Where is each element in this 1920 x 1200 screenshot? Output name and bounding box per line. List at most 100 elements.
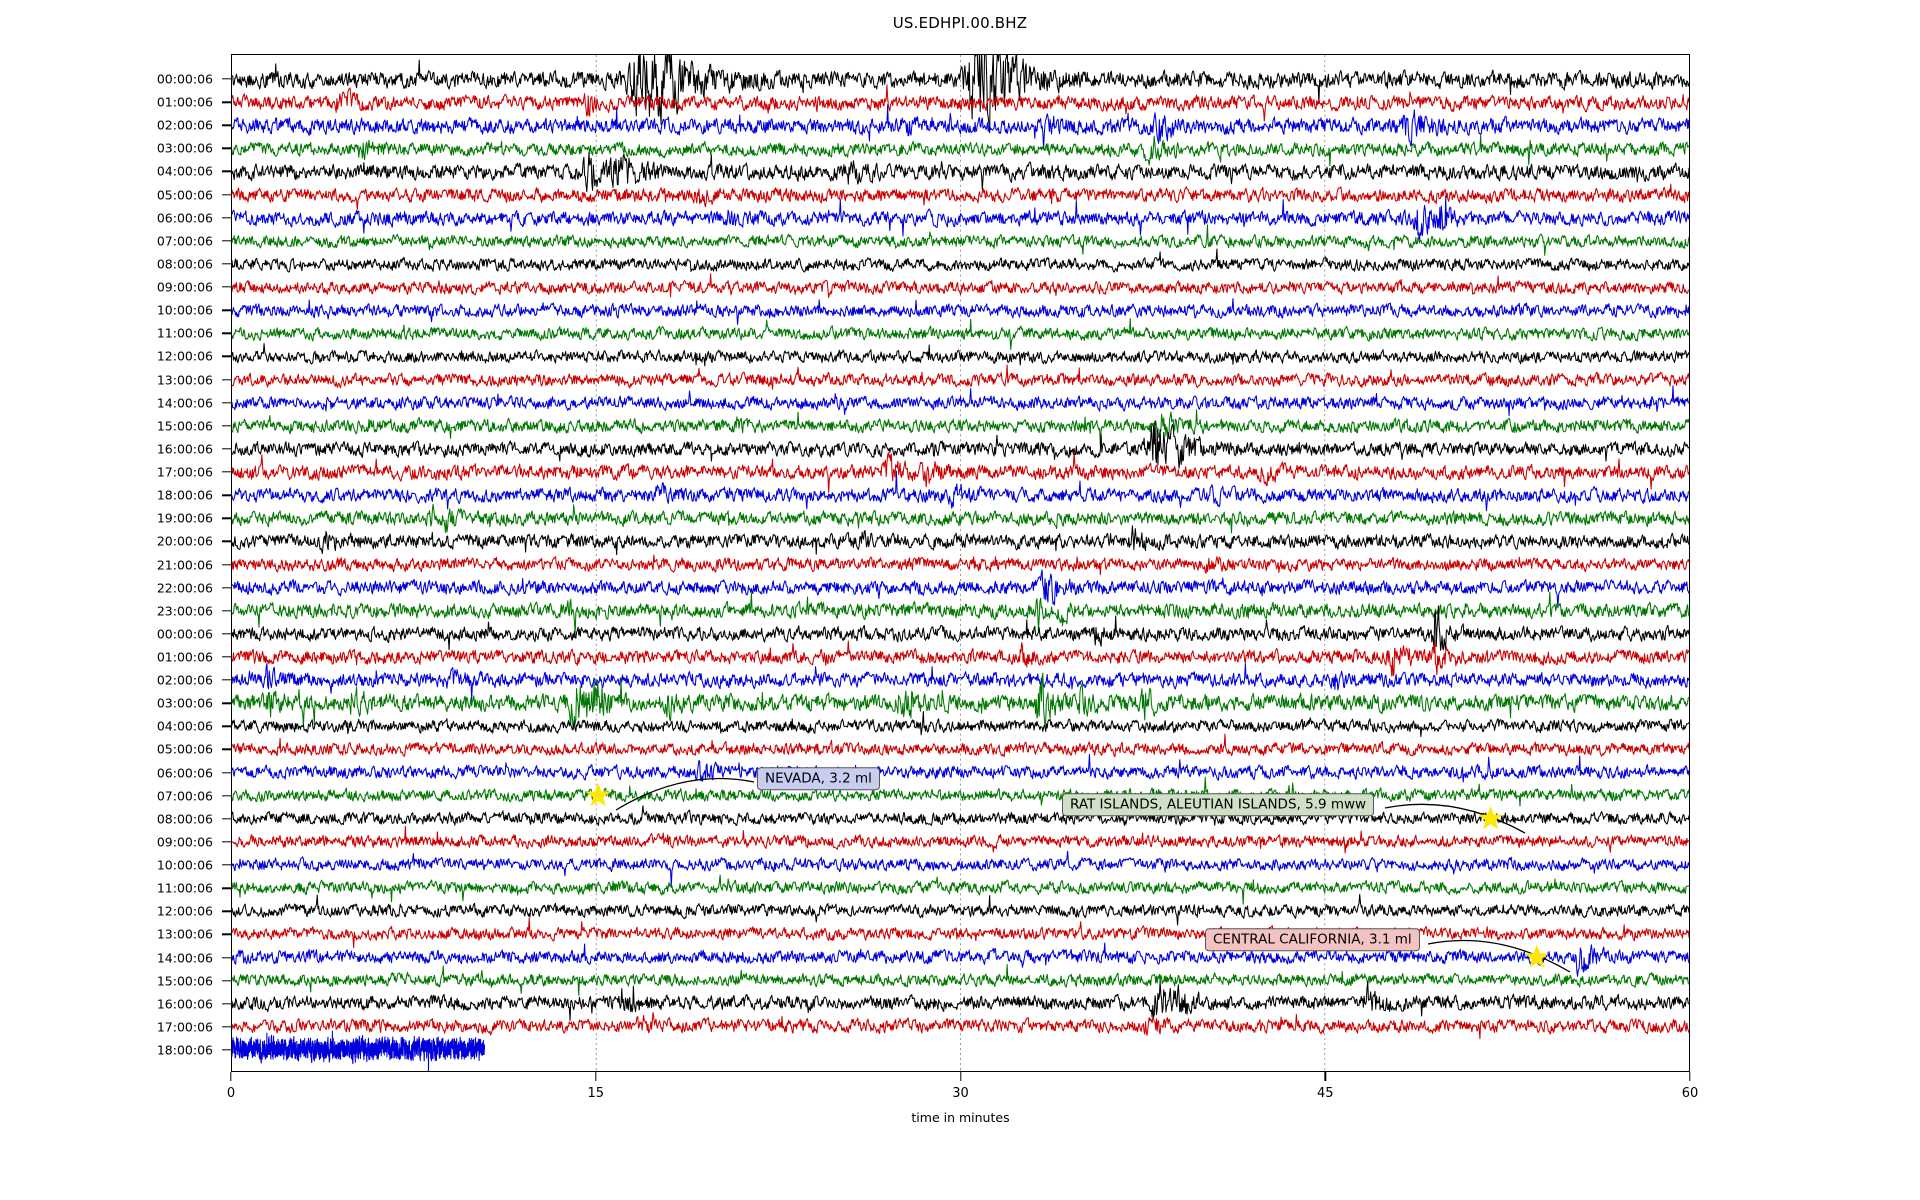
trace-line xyxy=(232,1011,1689,1040)
trace-line xyxy=(232,503,1689,534)
y-tick-label: 01:00:06 xyxy=(156,94,213,110)
trace-line xyxy=(232,364,1689,390)
trace-line xyxy=(232,104,1689,150)
event-label-box[interactable]: NEVADA, 3.2 ml xyxy=(757,767,880,791)
trace-line xyxy=(232,639,1689,677)
y-tick-mark xyxy=(222,633,231,635)
x-tick-label: 45 xyxy=(1316,1086,1334,1101)
trace-line xyxy=(232,183,1689,210)
trace-line xyxy=(232,591,1689,635)
y-tick-mark xyxy=(222,78,231,80)
y-tick-label: 03:00:06 xyxy=(156,140,213,156)
trace-line xyxy=(232,554,1689,576)
trace-line xyxy=(232,84,1689,122)
y-tick-label: 05:00:06 xyxy=(156,187,213,203)
y-tick-mark xyxy=(222,332,231,334)
x-tick-mark xyxy=(1324,1072,1326,1081)
y-tick-label: 13:00:06 xyxy=(156,926,213,942)
event-label-box[interactable]: CENTRAL CALIFORNIA, 3.1 ml xyxy=(1205,928,1420,952)
y-tick-mark xyxy=(222,101,231,103)
y-tick-label: 14:00:06 xyxy=(156,395,213,411)
y-tick-label: 12:00:06 xyxy=(156,348,213,364)
trace-line xyxy=(232,134,1689,167)
y-tick-mark xyxy=(222,448,231,450)
y-tick-label: 11:00:06 xyxy=(156,880,213,896)
y-tick-label: 12:00:06 xyxy=(156,903,213,919)
trace-line xyxy=(232,525,1689,556)
y-tick-mark xyxy=(222,1026,231,1028)
x-tick-mark xyxy=(1689,1072,1691,1081)
y-tick-mark xyxy=(222,818,231,820)
y-tick-mark xyxy=(222,124,231,126)
y-tick-mark xyxy=(222,610,231,612)
y-tick-mark xyxy=(222,933,231,936)
y-tick-mark xyxy=(222,286,231,288)
trace-line xyxy=(232,273,1689,299)
y-tick-mark xyxy=(222,841,231,843)
seismic-traces xyxy=(232,55,1689,1071)
y-tick-mark xyxy=(222,217,231,219)
x-axis: 0 15 30 45 60 xyxy=(227,1072,1698,1132)
y-tick-label: 23:00:06 xyxy=(156,603,213,619)
y-tick-label: 00:00:06 xyxy=(156,71,213,87)
y-tick-label: 16:00:06 xyxy=(156,441,213,457)
y-tick-mark xyxy=(222,471,231,473)
y-tick-mark xyxy=(222,864,231,866)
y-tick-label: 09:00:06 xyxy=(156,834,213,850)
y-tick-label: 15:00:06 xyxy=(156,418,213,434)
y-tick-mark xyxy=(222,910,231,912)
y-tick-mark xyxy=(222,355,231,358)
y-tick-mark xyxy=(222,702,231,704)
y-tick-label: 11:00:06 xyxy=(156,325,213,341)
trace-line xyxy=(232,55,1689,134)
y-tick-label: 04:00:06 xyxy=(156,163,213,179)
y-tick-label: 00:00:06 xyxy=(156,626,213,642)
y-tick-label: 08:00:06 xyxy=(156,811,213,827)
y-tick-mark xyxy=(222,725,231,728)
event-label-box[interactable]: RAT ISLANDS, ALEUTIAN ISLANDS, 5.9 mww xyxy=(1062,793,1375,817)
trace-line xyxy=(232,850,1689,887)
trace-line xyxy=(232,1030,486,1071)
y-tick-mark xyxy=(222,1049,231,1051)
y-tick-mark xyxy=(222,887,231,889)
y-axis: 00:00:06 01:00:06 02:00:06 03:00:06 04:00:06… xyxy=(0,54,231,1072)
trace-line xyxy=(232,776,1689,807)
y-tick-mark xyxy=(222,401,231,404)
y-tick-label: 19:00:06 xyxy=(156,510,213,526)
y-tick-label: 17:00:06 xyxy=(156,464,213,480)
y-tick-mark xyxy=(222,979,231,982)
y-tick-mark xyxy=(222,263,231,265)
trace-line xyxy=(232,917,1689,949)
y-tick-label: 08:00:06 xyxy=(156,256,213,272)
x-tick-label: 0 xyxy=(226,1086,236,1101)
trace-line xyxy=(232,672,1689,730)
trace-line xyxy=(232,152,1689,193)
y-tick-label: 20:00:06 xyxy=(156,533,213,549)
y-tick-mark xyxy=(222,517,231,519)
y-tick-label: 07:00:06 xyxy=(156,788,213,804)
trace-line xyxy=(232,711,1689,738)
y-tick-label: 04:00:06 xyxy=(156,718,213,734)
plot-area xyxy=(231,54,1690,1072)
trace-line xyxy=(232,733,1689,758)
y-tick-label: 09:00:06 xyxy=(156,279,213,295)
trace-line xyxy=(232,409,1689,447)
trace-line xyxy=(232,980,1689,1021)
trace-line xyxy=(232,605,1689,651)
trace-line xyxy=(232,805,1689,826)
y-tick-mark xyxy=(222,240,231,242)
y-tick-mark xyxy=(222,494,231,496)
y-tick-mark xyxy=(222,563,231,566)
y-tick-mark xyxy=(222,378,231,381)
x-axis-label: time in minutes xyxy=(911,1110,1010,1125)
y-tick-label: 22:00:06 xyxy=(156,580,213,596)
y-tick-mark xyxy=(222,586,231,589)
y-tick-label: 17:00:06 xyxy=(156,1019,213,1035)
trace-line xyxy=(232,754,1689,783)
page-title: US.EDHPI.00.BHZ xyxy=(892,14,1028,32)
y-tick-label: 06:00:06 xyxy=(156,765,213,781)
y-tick-label: 02:00:06 xyxy=(156,117,213,133)
y-tick-mark xyxy=(222,679,231,681)
y-tick-label: 10:00:06 xyxy=(156,302,213,318)
